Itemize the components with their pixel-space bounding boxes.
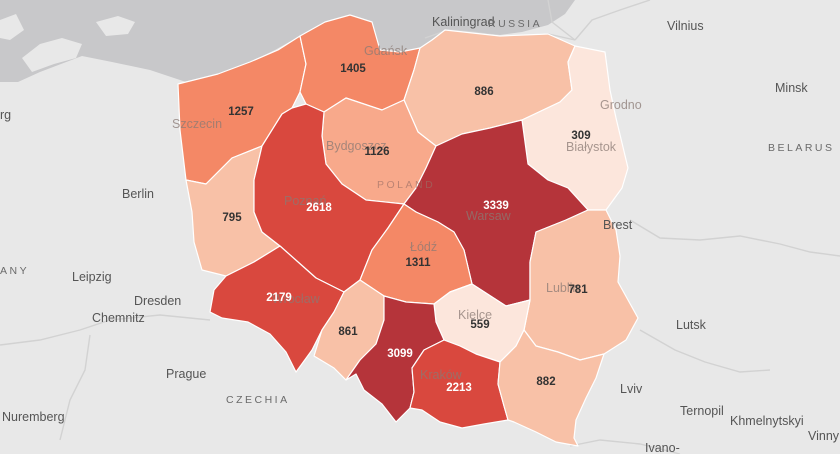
value-opolskie: 861 xyxy=(338,326,358,338)
label-szczecin: Szczecin xyxy=(172,117,222,131)
value-malopolskie: 2213 xyxy=(446,382,472,394)
value-dolnoslaskie: 2179 xyxy=(266,292,292,304)
label-belarus: BELARUS xyxy=(768,142,835,154)
label-leipzig: Leipzig xyxy=(72,270,112,284)
label-lutsk: Lutsk xyxy=(676,318,707,332)
region-dolnoslaskie[interactable] xyxy=(209,245,345,373)
label-vinny-partial: Vinny xyxy=(808,429,840,443)
label-nuremberg: Nuremberg xyxy=(2,410,65,424)
label-lviv: Lviv xyxy=(620,382,643,396)
label-ternopil: Ternopil xyxy=(680,404,724,418)
label-lublin: Lublin xyxy=(546,281,579,295)
value-podkarpackie: 882 xyxy=(536,376,555,388)
label-poland: POLAND xyxy=(377,179,435,191)
label-prague: Prague xyxy=(166,367,206,381)
value-podlaskie: 309 xyxy=(571,130,590,142)
region-slaskie[interactable] xyxy=(345,295,445,423)
value-warminsko-mazurskie: 886 xyxy=(474,86,493,98)
value-wielkopolskie: 2618 xyxy=(306,202,332,214)
label-poznan: Poznań xyxy=(284,194,326,208)
baltic-sea xyxy=(0,0,575,82)
island-2 xyxy=(96,16,135,36)
value-mazowieckie: 3339 xyxy=(483,200,509,212)
region-malopolskie[interactable] xyxy=(409,339,509,429)
label-grodno: Grodno xyxy=(600,98,642,112)
label-minsk: Minsk xyxy=(775,81,808,95)
label-khmelnytskyi: Khmelnytskyi xyxy=(730,414,804,428)
label-bialystok: Białystok xyxy=(566,140,617,154)
label-vilnius: Vilnius xyxy=(667,19,704,33)
label-lodz: Łódź xyxy=(410,240,437,254)
label-dresden: Dresden xyxy=(134,294,181,308)
label-warsaw: Warsaw xyxy=(466,209,512,223)
island-3 xyxy=(0,14,24,40)
region-value-labels: 1257 1405 886 309 1126 795 2618 3339 131… xyxy=(222,63,590,394)
label-ivano-partial: Ivano- xyxy=(645,441,680,454)
island-1 xyxy=(22,38,82,72)
value-kujawsko-pomorskie: 1126 xyxy=(365,146,390,158)
label-bydgoszcz: Bydgoszcz xyxy=(326,139,386,153)
poland-regions xyxy=(177,14,639,447)
label-hamburg-partial: rg xyxy=(0,108,11,122)
label-brest: Brest xyxy=(603,218,633,232)
label-berlin: Berlin xyxy=(122,187,154,201)
value-lubuskie: 795 xyxy=(222,212,242,224)
label-chemnitz: Chemnitz xyxy=(92,311,145,325)
label-krakow: Kraków xyxy=(420,368,463,382)
value-lodzkie: 1311 xyxy=(406,257,432,269)
label-kaliningrad: Kaliningrad xyxy=(432,15,495,29)
place-labels: Kaliningrad RUSSIA Vilnius Minsk BELARUS… xyxy=(0,15,840,454)
label-kielce: Kielce xyxy=(458,308,492,322)
label-czechia: CZECHIA xyxy=(226,394,290,406)
label-russia: RUSSIA xyxy=(488,18,542,30)
value-zachodniopomorskie: 1257 xyxy=(228,106,254,118)
value-swietokrzyskie: 559 xyxy=(470,319,489,331)
value-slaskie: 3099 xyxy=(387,348,413,360)
label-germany-partial: ANY xyxy=(0,265,29,277)
region-podkarpackie[interactable] xyxy=(497,329,605,447)
label-gdansk: Gdańsk xyxy=(364,44,408,58)
label-wroclaw: Wrocław xyxy=(272,292,321,306)
value-lubelskie: 781 xyxy=(568,284,588,296)
value-pomorskie: 1405 xyxy=(340,63,366,75)
